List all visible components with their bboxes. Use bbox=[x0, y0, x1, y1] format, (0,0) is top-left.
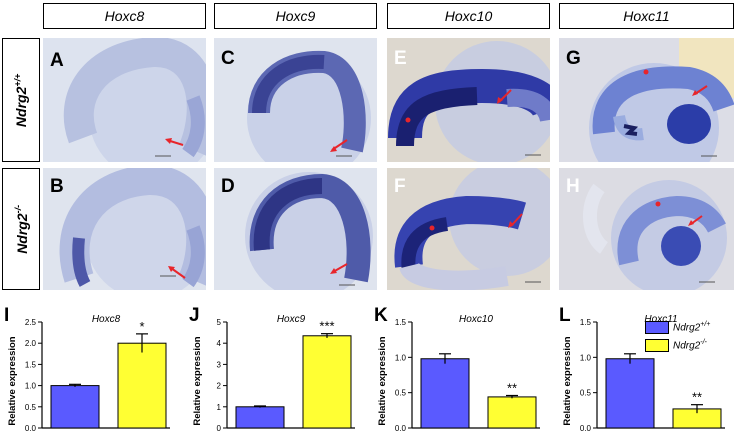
chart-l: L Hoxc11 Relative expression 0.0 0.5 1.0 1.5 ** bbox=[555, 300, 740, 433]
legend-label-wildtype: Ndrg2+/+ bbox=[673, 320, 711, 334]
chart-i-ytick-label: 1.0 bbox=[25, 382, 37, 391]
chart-i-ytick-label: 0.5 bbox=[25, 403, 37, 412]
panel-a-label: A bbox=[50, 50, 64, 71]
chart-j-significance: *** bbox=[319, 319, 334, 334]
chart-i-ylabel: Relative expression bbox=[7, 336, 18, 425]
panel-e-label: E bbox=[394, 48, 407, 69]
panel-a-image bbox=[43, 38, 206, 162]
legend-swatch-knockout bbox=[645, 338, 669, 352]
panel-h-image bbox=[559, 168, 734, 290]
chart-j: J Hoxc9 Relative expression 0 1 2 3 4 5 *** bbox=[185, 300, 370, 433]
legend-label-knockout: Ndrg2-/- bbox=[673, 338, 707, 352]
chart-legend: Ndrg2+/+ Ndrg2-/- bbox=[645, 318, 737, 354]
chart-k: K Hoxc10 Relative expression 0.0 0.5 1.0 1.5 ** bbox=[370, 300, 555, 433]
chart-k-ylabel: Relative expression bbox=[377, 336, 388, 425]
panel-f-image bbox=[387, 168, 550, 290]
chart-l-ytick-label: 0.5 bbox=[580, 389, 592, 398]
chart-k-ytick-label: 0.5 bbox=[395, 389, 407, 398]
chart-k-ytick-label: 1.0 bbox=[395, 353, 407, 362]
chart-j-title: Hoxc9 bbox=[277, 314, 306, 325]
chart-l-panel-label: L bbox=[559, 305, 571, 326]
chart-l-title: Hoxc11 bbox=[644, 314, 677, 325]
chart-i-panel-label: I bbox=[4, 305, 9, 326]
chart-i-ytick-label: 2.0 bbox=[25, 339, 37, 348]
chart-i-ytick-label: 2.5 bbox=[25, 318, 37, 327]
panel-c-image bbox=[214, 38, 377, 162]
chart-j-ylabel: Relative expression bbox=[192, 336, 203, 425]
chart-j-ytick-label: 4 bbox=[217, 339, 222, 348]
gene-header-hoxc10: Hoxc10 bbox=[387, 3, 550, 29]
panel-g-image bbox=[559, 38, 734, 162]
panel-c-label: C bbox=[221, 48, 235, 69]
panel-e-image bbox=[387, 38, 550, 162]
chart-l-ytick-label: 1.0 bbox=[580, 353, 592, 362]
chart-i: I Hoxc8 Relative expression 0.0 0.5 1.0 1.5 2.0… bbox=[0, 300, 185, 433]
chart-j-bar-knockout bbox=[302, 335, 352, 429]
chart-j-bar-wildtype bbox=[235, 406, 285, 429]
chart-k-ytick-label: 1.5 bbox=[395, 318, 407, 327]
chart-l-significance: ** bbox=[692, 390, 702, 405]
chart-k-significance: ** bbox=[507, 380, 517, 395]
chart-i-bar-wildtype bbox=[50, 385, 100, 429]
panel-b-image bbox=[43, 168, 206, 290]
gene-header-hoxc8: Hoxc8 bbox=[43, 3, 206, 29]
chart-i-svg: I Hoxc8 Relative expression 0.0 0.5 1.0 1.5 2.0… bbox=[4, 305, 170, 433]
chart-i-ytick-label: 1.5 bbox=[25, 360, 37, 369]
legend-item-wildtype: Ndrg2+/+ bbox=[645, 318, 737, 336]
chart-i-ytick-label: 0.0 bbox=[25, 424, 37, 433]
panel-h-label: H bbox=[566, 176, 580, 197]
chart-l-bar-wildtype bbox=[605, 358, 655, 429]
panel-b-label: B bbox=[50, 176, 64, 197]
chart-i-title: Hoxc8 bbox=[92, 314, 121, 325]
chart-k-ytick-label: 0.0 bbox=[395, 424, 407, 433]
chart-j-ytick-label: 1 bbox=[217, 403, 222, 412]
panel-g-label: G bbox=[566, 48, 581, 69]
chart-l-svg: L Hoxc11 Relative expression 0.0 0.5 1.0 1.5 ** bbox=[559, 305, 725, 433]
row-label-wildtype: Ndrg2+/+ bbox=[2, 38, 40, 162]
row-label-knockout: Ndrg2-/- bbox=[2, 168, 40, 290]
panel-d-image bbox=[214, 168, 377, 290]
chart-k-bar-wildtype bbox=[420, 358, 470, 429]
chart-j-ytick-label: 5 bbox=[217, 318, 222, 327]
panel-d-label: D bbox=[221, 176, 235, 197]
chart-l-ytick-label: 0.0 bbox=[580, 424, 592, 433]
chart-i-bar-knockout bbox=[117, 342, 167, 429]
chart-l-ylabel: Relative expression bbox=[562, 336, 573, 425]
chart-j-svg: J Hoxc9 Relative expression 0 1 2 3 4 5 *** bbox=[189, 305, 355, 433]
gene-header-hoxc11: Hoxc11 bbox=[559, 3, 734, 29]
legend-item-knockout: Ndrg2-/- bbox=[645, 336, 737, 354]
chart-i-significance: * bbox=[139, 319, 144, 334]
chart-k-bar-knockout bbox=[487, 396, 537, 429]
chart-j-panel-label: J bbox=[189, 305, 200, 326]
chart-j-ytick-label: 2 bbox=[217, 382, 222, 391]
chart-k-panel-label: K bbox=[374, 305, 388, 326]
chart-j-ytick-label: 3 bbox=[217, 360, 222, 369]
panel-f-label: F bbox=[394, 176, 406, 197]
legend-swatch-wildtype bbox=[645, 320, 669, 334]
chart-k-title: Hoxc10 bbox=[459, 314, 493, 325]
gene-header-hoxc9: Hoxc9 bbox=[214, 3, 377, 29]
chart-l-ytick-label: 1.5 bbox=[580, 318, 592, 327]
chart-j-ytick-label: 0 bbox=[217, 424, 222, 433]
chart-k-svg: K Hoxc10 Relative expression 0.0 0.5 1.0 1.5 ** bbox=[374, 305, 540, 433]
